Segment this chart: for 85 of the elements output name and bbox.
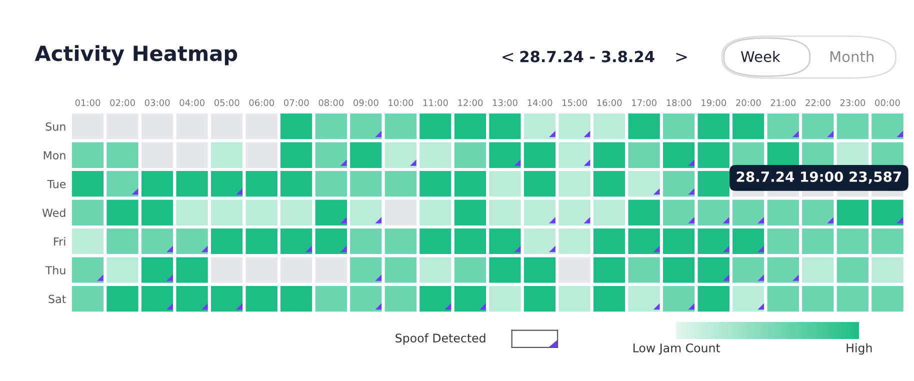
data-label: ◢ [722,246,730,252]
x-tick-label: 15:00 [562,99,587,106]
data-label: ◢ [688,303,694,310]
data-label: ◢ [201,246,208,252]
data-label: ◢ [375,303,382,310]
y-tick-label: Sun [46,122,66,131]
x-tick-label: 18:00 [666,99,692,106]
x-tick-label: 20:00 [736,99,761,106]
data-label: ◢ [375,217,382,224]
x-tick-label: 05:00 [214,99,240,106]
data-label: ◢ [236,303,242,310]
data-label: ◢ [827,217,834,224]
data-label: ◢ [758,217,764,224]
x-tick-label: 10:00 [388,99,414,106]
data-label: ◢ [340,246,347,252]
data-label: ◢ [201,303,208,310]
data-label: ◢ [166,274,173,281]
data-label: ◢ [827,130,834,138]
data-label: ◢ [584,130,590,138]
data-label: ◢ [688,188,694,195]
data-label: ◢ [653,303,660,310]
data-label: ◢ [97,274,104,281]
data-label: ◢ [792,130,799,138]
text: Week [740,50,780,62]
data-label: ◢ [549,130,556,138]
x-tick-label: 14:00 [528,99,552,106]
x-tick-label: 00:00 [875,99,900,106]
x-tick-label: 12:00 [458,99,483,106]
x-tick-label: 09:00 [354,99,378,106]
data-label: ◢ [653,246,660,252]
y-tick-label: Fri [54,237,66,246]
data-label: ◢ [688,160,694,166]
y-tick-label: Sat [48,294,66,304]
data-label: ◢ [688,217,694,224]
x-tick-label: 17:00 [632,99,656,106]
data-label: ◢ [132,188,138,195]
data-label: ◢ [410,160,416,166]
x-tick-label: 21:00 [770,99,796,106]
data-label: ◢ [166,246,173,252]
data-label: ◢ [549,246,556,252]
color-bar-label: Low Jam Count [634,343,720,355]
data-label: ◢ [340,160,347,166]
text: > [676,52,687,62]
data-label: ◢ [306,246,312,252]
x-tick-label: 13:00 [492,99,518,106]
data-label: ◢ [758,303,764,310]
x-tick-label: 11:00 [423,99,448,106]
text: Spoof Detected [396,333,486,345]
data-label: ◢ [375,130,382,138]
x-tick-label: 16:00 [597,99,622,106]
color-bar-label: High [846,343,872,355]
data-label: ◢ [584,217,590,224]
y-tick-label: Thu [45,266,66,274]
x-tick-label: 07:00 [284,99,309,106]
text: < [502,52,514,62]
data-label: ◢ [166,303,173,310]
data-label: ◢ [896,130,904,138]
data-label: ◢ [549,217,556,224]
x-tick-label: 19:00 [702,99,726,106]
text: Month [830,50,874,62]
x-tick-label: 04:00 [180,99,204,106]
y-tick-label: Wed [42,208,66,217]
y-tick-label: Mon [44,151,66,160]
data-label: ◢ [758,246,764,252]
x-tick-label: 06:00 [249,99,274,106]
data-label: ◢ [722,274,730,281]
data-label: ◢ [584,160,590,166]
data-label: ◢ [479,303,486,310]
data-label: ◢ [653,188,660,195]
annotation: 28.7.24 19:00 23,587 [736,171,902,184]
data-label: ◢ [375,274,382,281]
x-tick-label: 22:00 [806,99,830,106]
x-tick-label: 08:00 [318,99,344,106]
data-label: ◢ [340,217,347,224]
chart-title: Activity Heatmap [34,45,238,66]
data-label: ◢ [236,188,242,195]
x-tick-label: 23:00 [840,99,866,106]
x-tick-label: 01:00 [75,99,100,106]
x-tick-label: 02:00 [110,99,135,106]
data-label: ◢ [722,217,730,224]
text: 28.7.24 - 3.8.24 [520,50,654,62]
y-tick-label: Tue [47,180,66,188]
data-label: ◢ [792,274,799,281]
x-tick-label: 03:00 [144,99,170,106]
data-label: ◢ [758,274,764,281]
